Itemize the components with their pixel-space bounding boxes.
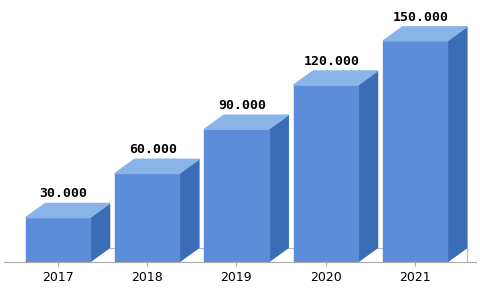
Text: 90.000: 90.000: [218, 99, 266, 112]
Text: 120.000: 120.000: [304, 55, 360, 68]
Polygon shape: [90, 203, 109, 262]
Bar: [25, 218, 90, 262]
Bar: [383, 41, 447, 262]
Polygon shape: [179, 159, 199, 262]
Polygon shape: [358, 71, 378, 262]
Polygon shape: [25, 203, 109, 218]
Polygon shape: [447, 27, 467, 262]
Text: 30.000: 30.000: [40, 187, 88, 200]
Polygon shape: [115, 159, 199, 173]
Text: 60.000: 60.000: [129, 143, 177, 156]
Bar: [204, 129, 269, 262]
Polygon shape: [294, 71, 378, 85]
Polygon shape: [383, 27, 467, 41]
Bar: [115, 173, 179, 262]
Bar: [294, 85, 358, 262]
Polygon shape: [204, 115, 288, 129]
Text: 150.000: 150.000: [393, 11, 449, 24]
Polygon shape: [269, 115, 288, 262]
